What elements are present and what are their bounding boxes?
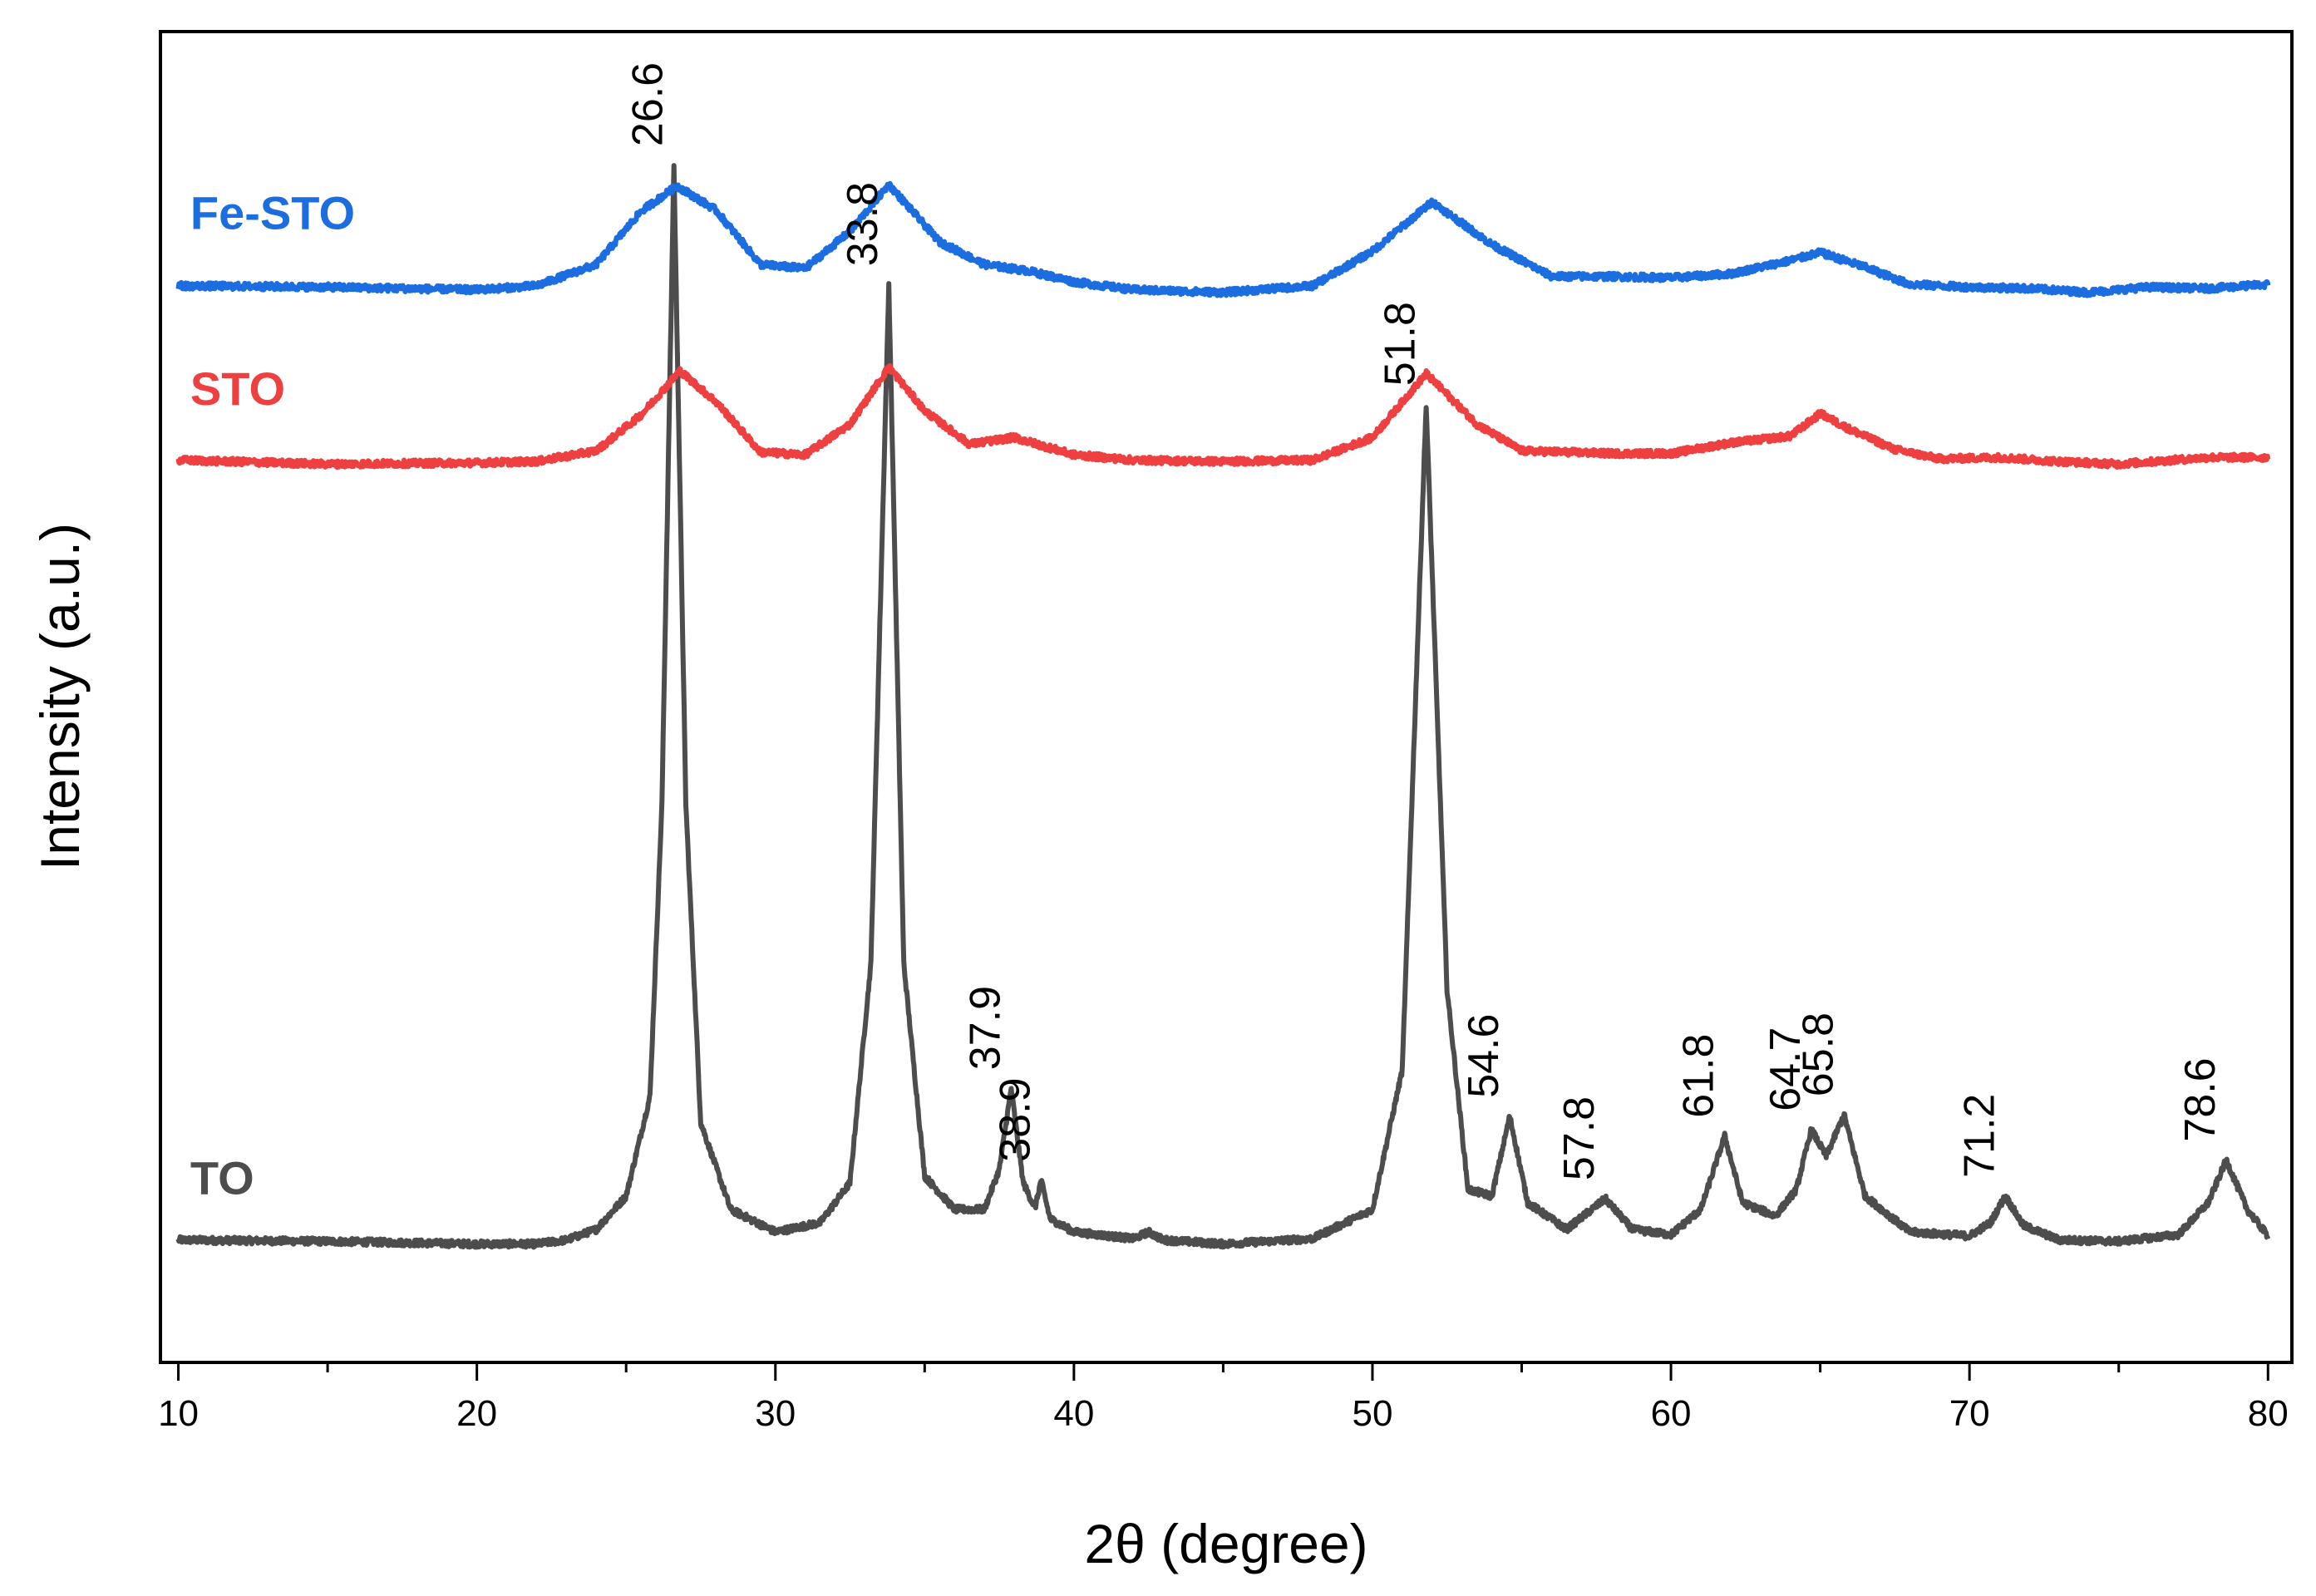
series-line-to <box>175 163 2271 1250</box>
series-label-sto: STO <box>190 362 285 415</box>
peak-label: 78.6 <box>2176 1057 2225 1141</box>
peak-label: 57.8 <box>1555 1096 1604 1180</box>
x-tick-label: 70 <box>1949 1393 1990 1434</box>
annotation-layer: 26.6 33.8 37.9 38.9 51.8 54.6 57.8 61.8 64.765.8… <box>624 62 2225 1180</box>
series-line-fe-sto <box>175 180 2271 298</box>
series-label-fe-sto: Fe-STO <box>190 187 355 239</box>
series-line-sto <box>175 362 2271 470</box>
x-tick-label: 20 <box>456 1393 497 1434</box>
peak-label: 38.9 <box>991 1077 1039 1161</box>
peak-label: 71.2 <box>1955 1094 2003 1178</box>
peak-label: 26.6 <box>624 62 673 146</box>
x-tick-label: 60 <box>1651 1393 1692 1434</box>
series-layer: TO STO Fe-STO <box>175 163 2271 1250</box>
peak-label: 33.8 <box>839 182 887 266</box>
peak-label: 54.6 <box>1460 1014 1508 1098</box>
plot-frame <box>159 30 2294 1364</box>
x-axis-title: 2θ (degree) <box>1084 1513 1367 1574</box>
x-tick-label: 80 <box>2248 1393 2289 1434</box>
peak-label: 37.9 <box>961 986 1009 1070</box>
x-tick-label: 50 <box>1352 1393 1392 1434</box>
y-axis-title: Intensity (a.u.) <box>29 523 91 870</box>
peak-label: 65.8 <box>1794 1012 1842 1096</box>
x-axis-ticks: 10 20 30 40 50 60 70 80 <box>158 1362 2289 1434</box>
peak-label: 51.8 <box>1377 302 1425 386</box>
peak-label: 64.7 <box>1762 1027 1810 1111</box>
series-label-to: TO <box>190 1151 254 1204</box>
x-tick-label: 40 <box>1053 1393 1094 1434</box>
x-tick-label: 10 <box>158 1393 199 1434</box>
x-tick-label: 30 <box>755 1393 796 1434</box>
peak-label: 61.8 <box>1675 1034 1723 1118</box>
